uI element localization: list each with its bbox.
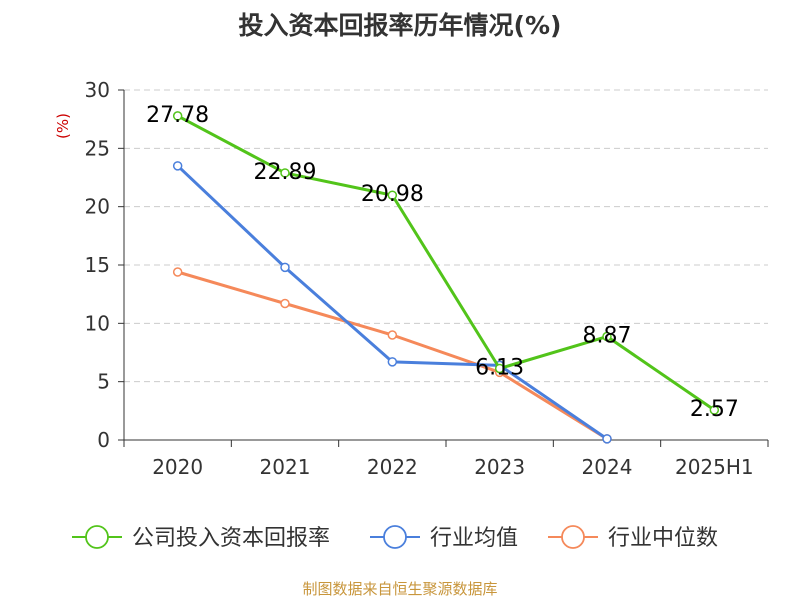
legend-marker-icon: [85, 525, 109, 549]
x-tick-label: 2022: [367, 455, 418, 479]
legend[interactable]: 公司投入资本回报率 行业均值 行业中位数: [72, 525, 718, 551]
data-point: [387, 357, 398, 367]
data-point: [387, 330, 398, 340]
chart-title: 投入资本回报率历年情况(%): [238, 11, 562, 40]
legend-label: 公司投入资本回报率: [132, 526, 330, 551]
data-label: 22.89: [254, 160, 317, 185]
legend-item[interactable]: 行业均值: [370, 525, 518, 551]
data-point: [280, 262, 290, 273]
x-tick-label: 2021: [260, 455, 311, 479]
y-tick-label: 5: [97, 370, 110, 394]
legend-marker-icon: [561, 525, 585, 549]
data-label: 27.78: [146, 103, 209, 128]
x-tick-label: 2020: [152, 455, 203, 479]
data-point: [280, 298, 290, 309]
data-point: [280, 168, 290, 178]
x-tick-label: 2024: [582, 455, 633, 479]
y-tick-label: 25: [85, 136, 110, 160]
data-point: [494, 363, 505, 374]
legend-marker-icon: [383, 525, 407, 549]
data-point: [172, 161, 183, 171]
data-label: 20.98: [361, 182, 424, 207]
legend-label: 行业均值: [430, 526, 518, 551]
data-point: [172, 111, 183, 121]
legend-item[interactable]: 行业中位数: [548, 525, 718, 551]
data-point: [387, 190, 398, 200]
y-tick-label: 15: [85, 253, 110, 277]
y-tick-label: 20: [85, 195, 110, 219]
y-tick-label: 30: [85, 78, 110, 102]
grid-lines: [124, 89, 768, 383]
data-label: 8.87: [583, 324, 632, 349]
x-tick-label: 2025H1: [675, 455, 754, 479]
source-note: 制图数据来自恒生聚源数据库: [302, 580, 498, 598]
data-label: 6.13: [475, 355, 524, 380]
legend-item[interactable]: 公司投入资本回报率: [72, 525, 330, 551]
data-point: [709, 405, 720, 415]
axes: 0 5 10 15 20 25 30 2020 2021 2022 2023 2024 2025H1 (%…: [54, 78, 769, 479]
data-label: 2.57: [690, 397, 739, 422]
data-point: [602, 331, 612, 342]
data-point: [602, 434, 612, 444]
data-labels: 27.78 22.89 20.98 6.13 8.87 2.57: [146, 103, 739, 422]
x-tick-label: 2023: [474, 455, 525, 479]
series-lines: [172, 111, 720, 444]
legend-label: 行业中位数: [608, 526, 718, 551]
series-line: [176, 114, 716, 412]
y-axis-label: (%): [54, 113, 72, 139]
data-point: [172, 267, 183, 277]
y-tick-label: 0: [97, 428, 110, 452]
y-tick-label: 10: [85, 311, 110, 335]
